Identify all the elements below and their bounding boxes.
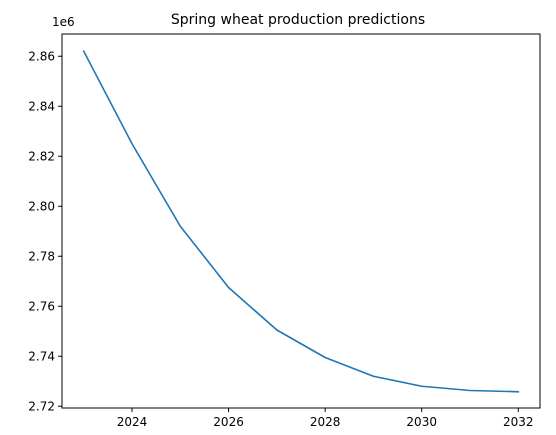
y-tick-label: 2.74 (28, 349, 55, 363)
y-axis-offset-label: 1e6 (52, 15, 75, 29)
x-tick-label: 2026 (213, 415, 244, 429)
x-tick-label: 2024 (117, 415, 148, 429)
x-tick-label: 2030 (406, 415, 437, 429)
x-tick-label: 2032 (503, 415, 534, 429)
y-tick-label: 2.72 (28, 399, 55, 413)
y-tick-label: 2.82 (28, 149, 55, 163)
y-tick-label: 2.86 (28, 49, 55, 63)
plot-area-frame (61, 33, 541, 409)
y-tick-label: 2.76 (28, 299, 55, 313)
y-axis-ticks: 2.72 2.74 2.76 2.78 2.80 2.82 2.84 2.86 (28, 49, 62, 413)
x-tick-label: 2028 (310, 415, 341, 429)
y-tick-label: 2.80 (28, 199, 55, 213)
y-tick-label: 2.84 (28, 99, 55, 113)
x-axis-ticks: 2024 2026 2028 2030 2032 (117, 408, 534, 429)
y-tick-label: 2.78 (28, 249, 55, 263)
chart-title: Spring wheat production predictions (171, 12, 425, 28)
series-line (82, 50, 520, 393)
